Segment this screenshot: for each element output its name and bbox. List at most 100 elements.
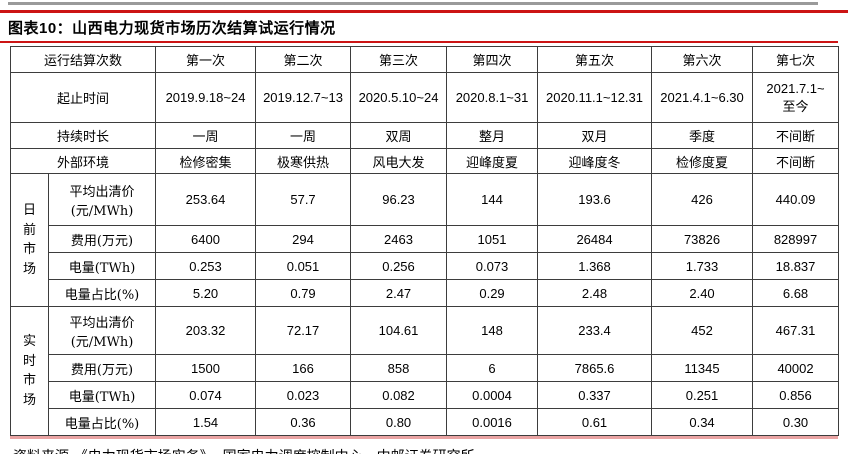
cell-value: 57.7 [255, 173, 352, 226]
cell-value: 426 [651, 173, 754, 226]
cell-value: 253.64 [155, 173, 257, 226]
column-header-2: 第二次 [255, 46, 352, 73]
cell-value: 0.30 [752, 408, 840, 436]
cell-value: 0.253 [155, 252, 257, 280]
table-row-dates: 起止时间 2019.9.18~24 2019.12.7~13 2020.5.10… [9, 72, 840, 123]
cell-value: 风电大发 [350, 148, 448, 174]
cell-value: 2.47 [350, 279, 448, 307]
cell-value: 1.54 [155, 408, 257, 436]
cell-value: 18.837 [752, 252, 840, 280]
cell-value: 一周 [155, 122, 257, 149]
row-label: 平均出清价 (元/MWh) [47, 306, 157, 355]
table-row-realtime-price: 实时市场 平均出清价 (元/MWh) 203.32 72.17 104.61 1… [10, 306, 840, 436]
cell-value: 104.61 [350, 306, 448, 355]
table-row-dayahead-price: 日前市场 平均出清价 (元/MWh) 253.64 57.7 96.23 144… [10, 173, 840, 307]
row-label: 起止时间 [9, 72, 157, 123]
cell-value: 2021.7.1~ 至今 [752, 72, 840, 123]
table-row-realtime-volume: 电量(TWh) 0.074 0.023 0.082 0.0004 0.337 0… [11, 381, 840, 409]
cell-value: 40002 [752, 354, 840, 382]
table-row-realtime-share: 电量占比(%) 1.54 0.36 0.80 0.0016 0.61 0.34 … [11, 408, 840, 436]
cell-value: 迎峰度夏 [446, 148, 539, 174]
cell-value: 7865.6 [537, 354, 653, 382]
cell-value: 0.337 [537, 381, 653, 409]
row-label: 外部环境 [9, 148, 157, 174]
cell-value: 467.31 [752, 306, 840, 355]
cell-value: 检修度夏 [651, 148, 754, 174]
cell-value: 2020.5.10~24 [350, 72, 448, 123]
cell-value: 2019.12.7~13 [255, 72, 352, 123]
cell-value: 858 [350, 354, 448, 382]
table-bottom-red-rule [10, 436, 838, 439]
market-section-label-realtime: 实时市场 [10, 306, 49, 436]
column-header-3: 第三次 [350, 46, 448, 73]
cell-value: 73826 [651, 225, 754, 253]
cell-value: 828997 [752, 225, 840, 253]
cell-value: 2.40 [651, 279, 754, 307]
cell-value: 0.051 [255, 252, 352, 280]
cell-value: 72.17 [255, 306, 352, 355]
cell-value: 0.0004 [446, 381, 539, 409]
cell-value: 2019.9.18~24 [155, 72, 257, 123]
cell-value: 0.251 [651, 381, 754, 409]
figure-title: 图表10：山西电力现货市场历次结算试运行情况 [8, 20, 336, 37]
cell-value: 144 [446, 173, 539, 226]
cell-value: 1051 [446, 225, 539, 253]
cell-value: 0.856 [752, 381, 840, 409]
cell-value: 2020.11.1~12.31 [537, 72, 653, 123]
vertical-market-name: 日前市场 [22, 203, 36, 277]
row-label: 电量(TWh) [47, 381, 157, 409]
cell-value: 0.80 [350, 408, 448, 436]
cell-value: 1500 [155, 354, 257, 382]
cell-value: 双月 [537, 122, 653, 149]
cell-value: 0.36 [255, 408, 352, 436]
title-underline-rule [0, 41, 838, 43]
table-row-dayahead-share: 电量占比(%) 5.20 0.79 2.47 0.29 2.48 2.40 6.… [11, 279, 840, 307]
cell-value: 0.023 [255, 381, 352, 409]
row-label: 平均出清价 (元/MWh) [47, 173, 157, 226]
row-label: 费用(万元) [47, 225, 157, 253]
cell-value: 0.61 [537, 408, 653, 436]
row-label: 电量(TWh) [47, 252, 157, 280]
table-row-dayahead-volume: 电量(TWh) 0.253 0.051 0.256 0.073 1.368 1.… [11, 252, 840, 280]
cell-value: 极寒供热 [255, 148, 352, 174]
table-row-duration: 持续时长 一周 一周 双周 整月 双月 季度 不间断 [9, 122, 840, 149]
row-label: 持续时长 [9, 122, 157, 149]
cell-value: 0.073 [446, 252, 539, 280]
cell-value: 5.20 [155, 279, 257, 307]
column-header-6: 第六次 [651, 46, 754, 73]
table-row-realtime-cost: 费用(万元) 1500 166 858 6 7865.6 11345 40002 [11, 354, 840, 382]
table-row-environment: 外部环境 检修密集 极寒供热 风电大发 迎峰度夏 迎峰度冬 检修度夏 不间断 [9, 148, 840, 174]
cell-value: 双周 [350, 122, 448, 149]
column-header-7: 第七次 [752, 46, 840, 73]
cell-value: 1.368 [537, 252, 653, 280]
source-note: 资料来源:《电力现货市场实务》 国家电力调度控制中心，中邮证券研究所 [13, 446, 848, 454]
cell-value: 203.32 [155, 306, 257, 355]
cell-value: 166 [255, 354, 352, 382]
market-section-label-dayahead: 日前市场 [10, 173, 49, 307]
column-header-5: 第五次 [537, 46, 653, 73]
cell-value: 0.074 [155, 381, 257, 409]
cell-value: 0.79 [255, 279, 352, 307]
cell-value: 193.6 [537, 173, 653, 226]
cell-value: 一周 [255, 122, 352, 149]
corner-label: 运行结算次数 [9, 46, 157, 73]
cell-value: 0.256 [350, 252, 448, 280]
cell-value: 不间断 [752, 122, 840, 149]
row-label: 电量占比(%) [47, 279, 157, 307]
cell-value: 452 [651, 306, 754, 355]
table-header-row: 运行结算次数 第一次 第二次 第三次 第四次 第五次 第六次 第七次 [9, 46, 840, 73]
cell-value: 不间断 [752, 148, 840, 174]
cell-value: 6400 [155, 225, 257, 253]
cell-value: 整月 [446, 122, 539, 149]
cell-value: 检修密集 [155, 148, 257, 174]
cell-value: 0.34 [651, 408, 754, 436]
top-gray-rule [8, 2, 818, 5]
cell-value: 6 [446, 354, 539, 382]
row-label: 费用(万元) [47, 354, 157, 382]
cell-value: 0.29 [446, 279, 539, 307]
cell-value: 294 [255, 225, 352, 253]
cell-value: 季度 [651, 122, 754, 149]
cell-value: 148 [446, 306, 539, 355]
cell-value: 26484 [537, 225, 653, 253]
cell-value: 440.09 [752, 173, 840, 226]
